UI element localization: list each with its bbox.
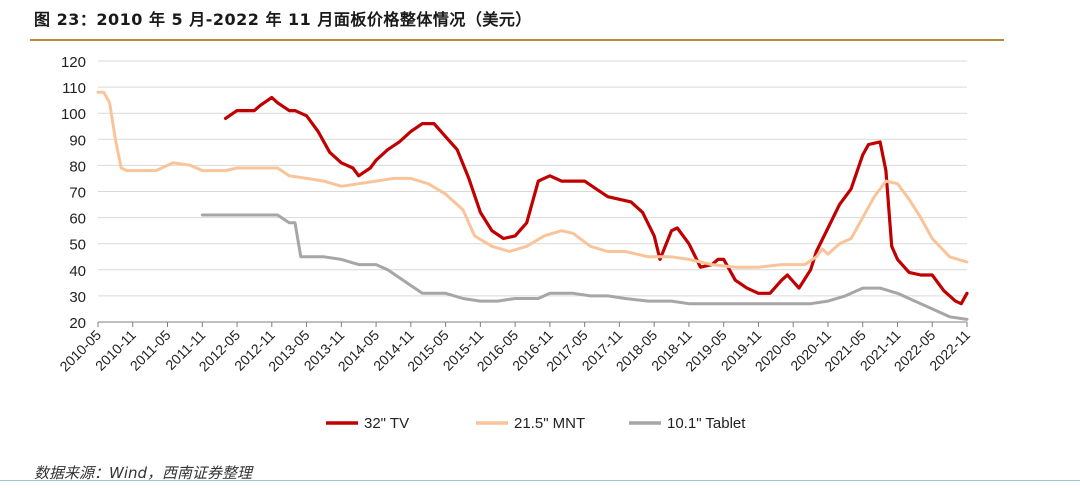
y-tick-label: 40 — [69, 263, 86, 280]
y-tick-label: 120 — [61, 54, 86, 71]
gridlines — [98, 60, 967, 297]
legend: 32" TV 21.5" MNT 10.1" Tablet — [326, 415, 746, 432]
bottom-divider — [0, 480, 1080, 481]
series-line-tablet — [200, 213, 969, 321]
series-lines — [96, 90, 969, 321]
legend-label-mnt: 21.5" MNT — [514, 415, 585, 432]
y-tick-label: 100 — [61, 106, 86, 123]
title-divider — [30, 39, 1004, 41]
legend-label-tv: 32" TV — [364, 415, 409, 432]
y-tick-label: 90 — [69, 132, 86, 149]
y-tick-label: 20 — [69, 315, 86, 332]
legend-label-tablet: 10.1" Tablet — [667, 415, 746, 432]
series-line-tv — [223, 95, 969, 306]
y-tick-label: 80 — [69, 158, 86, 175]
y-tick-label: 110 — [62, 80, 86, 97]
source-note: 数据来源：Wind，西南证券整理 — [34, 464, 253, 482]
line-chart: 20304050607080901001101202010-052010-112… — [56, 54, 973, 432]
y-tick-label: 60 — [69, 211, 86, 228]
y-tick-label: 50 — [69, 237, 86, 254]
y-tick-label: 70 — [69, 185, 86, 202]
figure-title: 图 23：2010 年 5 月-2022 年 11 月面板价格整体情况（美元） — [34, 10, 532, 29]
series-line-mnt — [96, 90, 969, 269]
y-tick-label: 30 — [69, 289, 86, 306]
